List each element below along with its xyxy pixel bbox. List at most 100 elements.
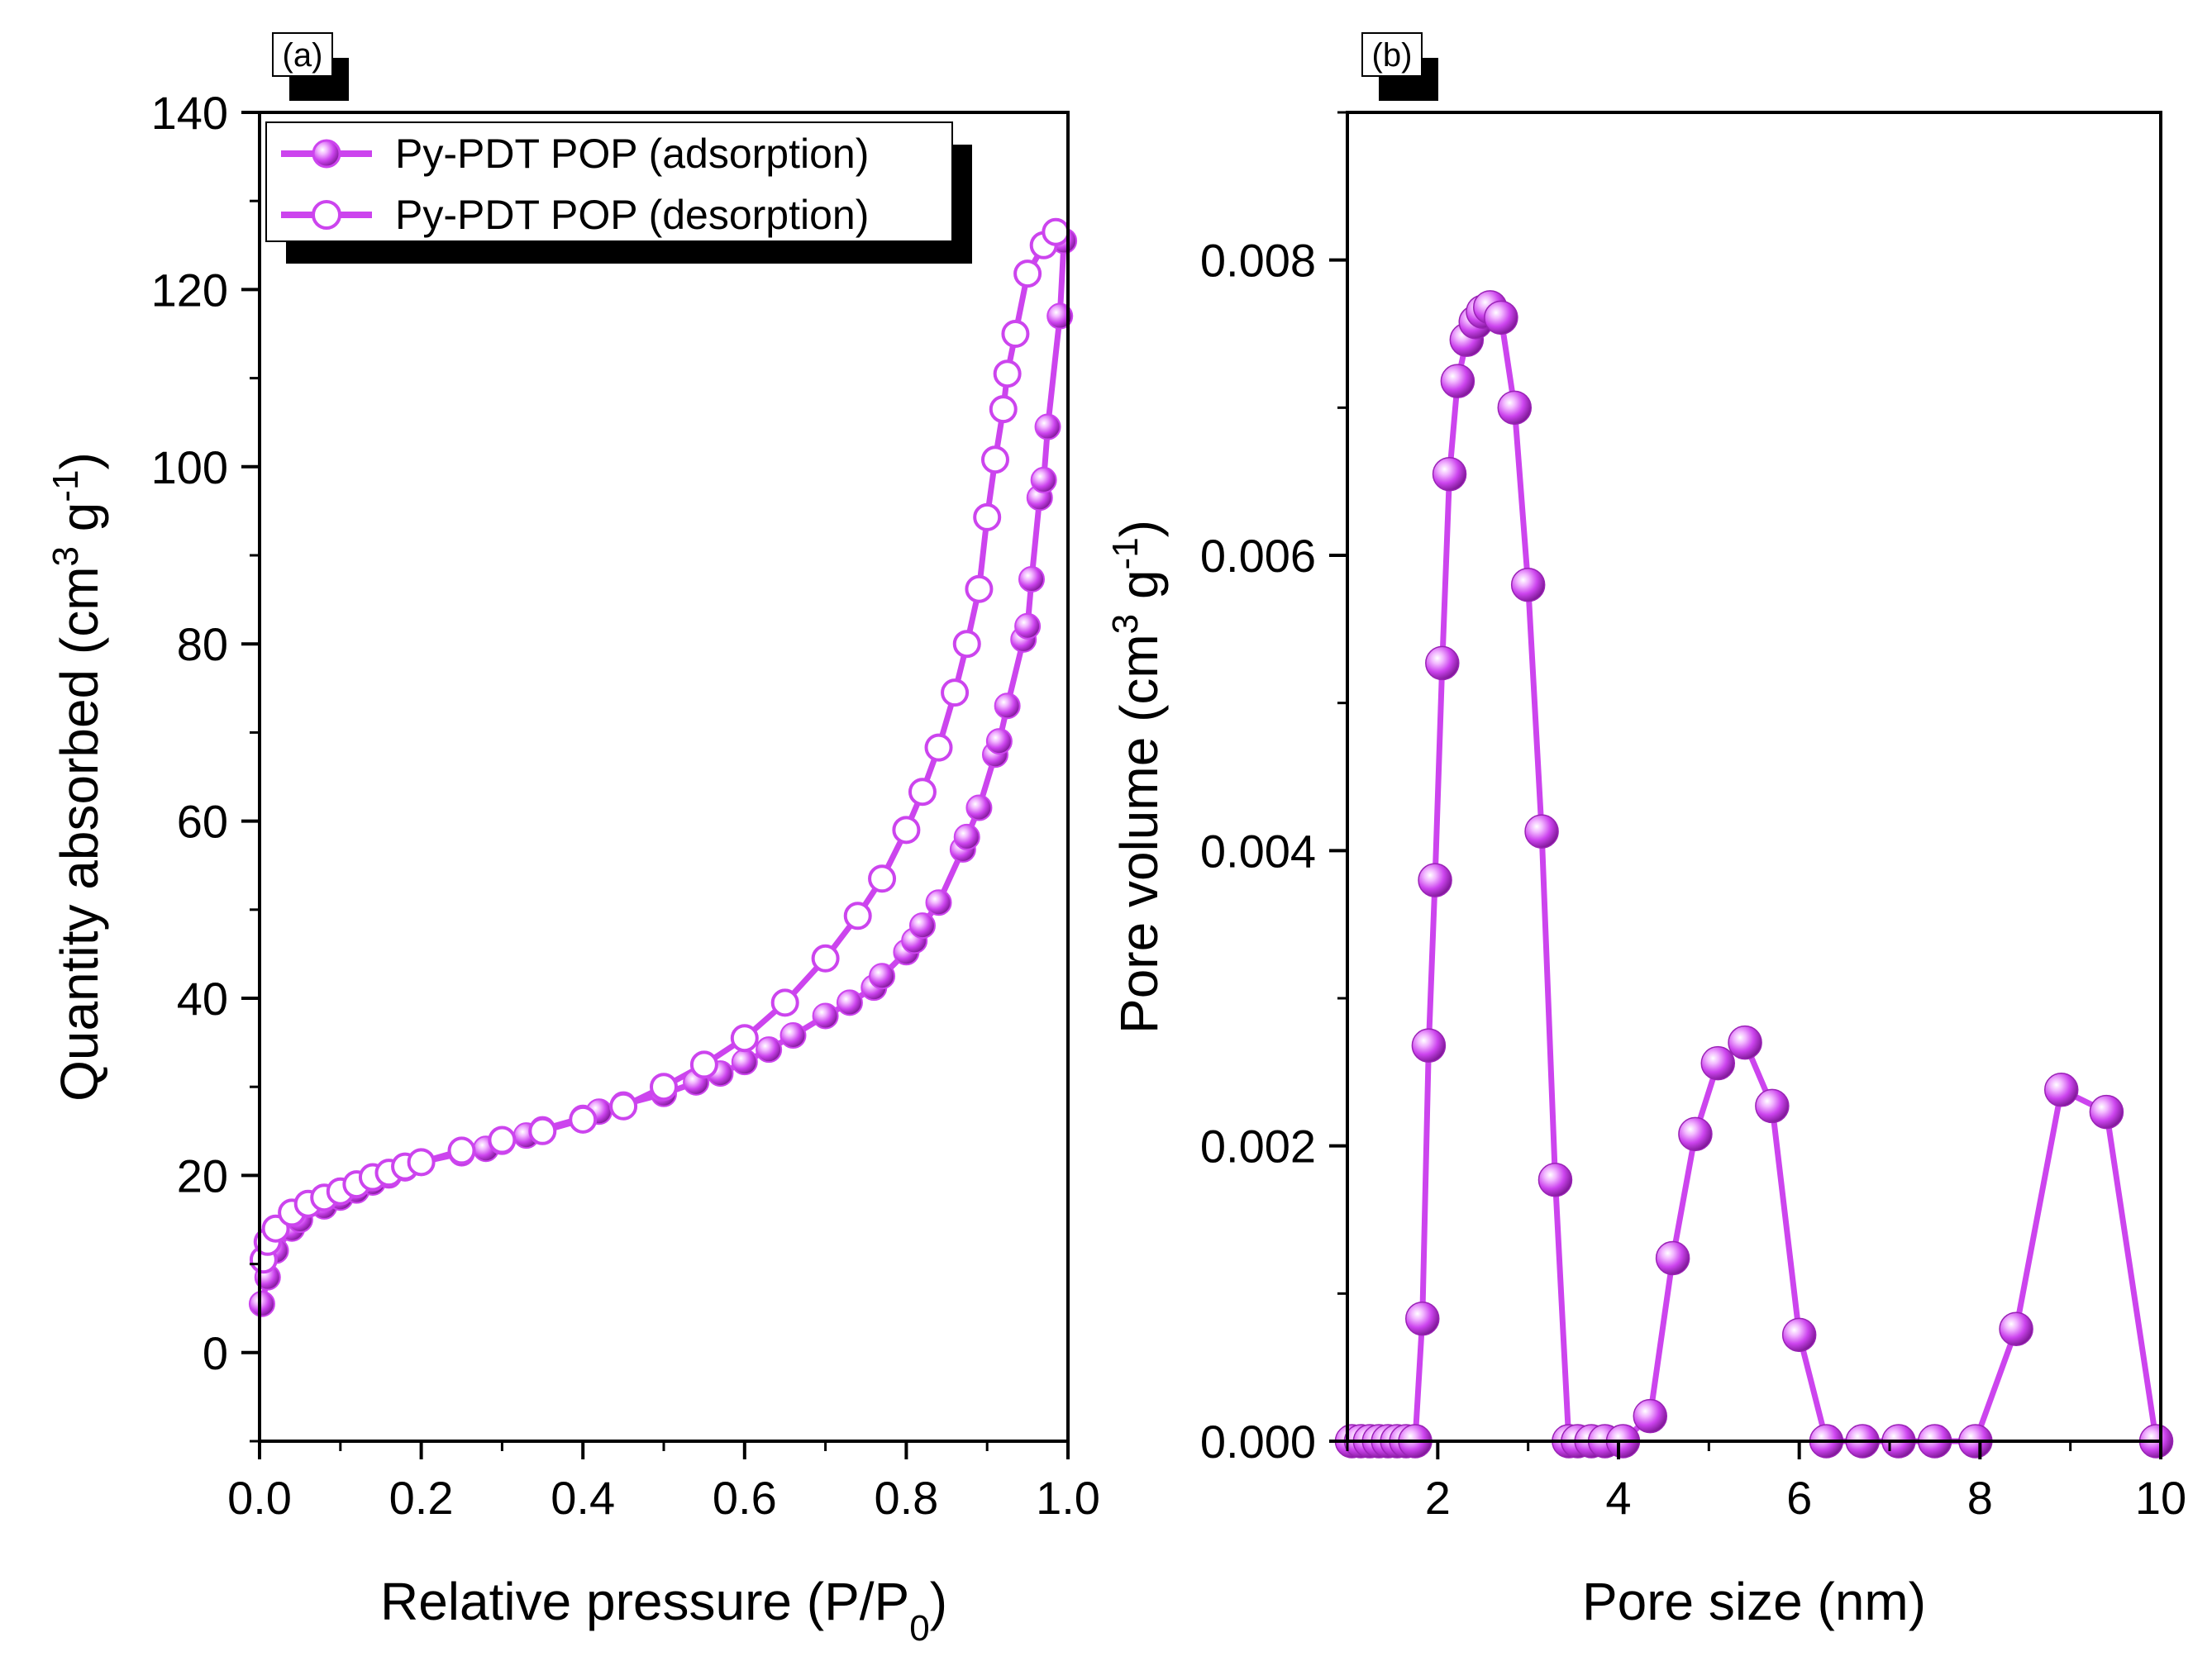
adsorption-point bbox=[985, 728, 1013, 755]
pore-size-point bbox=[2089, 1094, 2124, 1130]
desorption-point bbox=[980, 445, 1009, 474]
desorption-point bbox=[993, 359, 1022, 388]
desorption-point bbox=[1001, 320, 1030, 348]
pore-size-point bbox=[1678, 1116, 1713, 1152]
desorption-point bbox=[843, 902, 872, 930]
adsorption-point bbox=[248, 1290, 275, 1317]
desorption-point bbox=[770, 988, 799, 1017]
panel-b-y-tick-label: 0.004 bbox=[1200, 825, 1316, 877]
panel-b-x-tick-label: 10 bbox=[2135, 1472, 2186, 1524]
desorption-point bbox=[965, 574, 994, 603]
desorption-point bbox=[1042, 217, 1070, 246]
desorption-point bbox=[1013, 259, 1042, 288]
adsorption-point bbox=[1046, 302, 1074, 330]
adsorption-point bbox=[1014, 612, 1042, 640]
legend-box bbox=[265, 121, 953, 242]
desorption-point bbox=[908, 778, 937, 807]
panel-a-series bbox=[248, 217, 1078, 1317]
pore-size-point bbox=[1418, 863, 1452, 897]
panel-b-y-tick-label: 0.008 bbox=[1200, 235, 1316, 287]
panel-b-x-tick-label: 4 bbox=[1605, 1472, 1631, 1524]
desorption-point bbox=[989, 395, 1018, 424]
pore-size-series-line bbox=[1352, 304, 2159, 1444]
desorption-point bbox=[941, 678, 970, 707]
series-line-adsorption bbox=[259, 240, 1067, 1305]
legend-desorption-label: Py-PDT POP (desorption) bbox=[395, 192, 869, 238]
desorption-point bbox=[924, 733, 953, 762]
legend-adsorption-label: Py-PDT POP (adsorption) bbox=[395, 131, 869, 177]
desorption-point bbox=[868, 864, 897, 893]
pore-size-point bbox=[1537, 1163, 1573, 1197]
pore-size-point bbox=[1425, 645, 1460, 681]
desorption-point bbox=[569, 1105, 598, 1134]
panel-a-label: (a) bbox=[283, 37, 323, 74]
panel-b-y-axis-title: Pore volume (cm3 g-1) bbox=[1105, 520, 1170, 1034]
panel-b-y-tick-label: 0.006 bbox=[1200, 530, 1316, 582]
adsorption-point bbox=[994, 692, 1021, 720]
panel-a-label-box bbox=[272, 32, 333, 77]
adsorption-point bbox=[1018, 565, 1045, 593]
desorption-point bbox=[447, 1136, 476, 1165]
panel-a-y-tick-label: 100 bbox=[151, 441, 228, 493]
panel-b-x-tick-label: 2 bbox=[1425, 1472, 1451, 1524]
panel-a-isotherm-chart: (a) 0.0 0.2 0.4 0.6 0.8 1.0 0 20 40 60 80 100 120 140… bbox=[45, 32, 1100, 1649]
panel-a-y-tick-label: 0 bbox=[203, 1327, 228, 1379]
panel-a-y-tick-label: 40 bbox=[177, 973, 228, 1025]
pore-size-point bbox=[1781, 1317, 1817, 1353]
pore-size-point bbox=[1524, 814, 1559, 849]
panel-a-x-tick-label: 1.0 bbox=[1036, 1472, 1100, 1524]
desorption-point bbox=[811, 944, 840, 973]
desorption-point bbox=[528, 1116, 557, 1145]
panel-a-y-tick-label: 120 bbox=[151, 264, 228, 316]
panel-a-plot-frame bbox=[258, 111, 1070, 1443]
desorption-point bbox=[892, 816, 921, 845]
desorption-point bbox=[488, 1126, 517, 1154]
desorption-point bbox=[689, 1050, 718, 1079]
adsorption-point bbox=[756, 1036, 783, 1064]
adsorption-point bbox=[836, 989, 863, 1016]
panel-a-y-axis-title: Quantity absorbed (cm3 g-1) bbox=[45, 452, 110, 1102]
panel-a-y-tick-label: 80 bbox=[177, 618, 228, 670]
panel-a-x-tick-label: 0.6 bbox=[713, 1472, 777, 1524]
panel-a-y-tick-label: 140 bbox=[151, 87, 228, 139]
adsorption-point bbox=[965, 794, 993, 821]
panel-b-pore-size-chart: (b) 2 4 6 8 10 0.000 0.002 0.004 0.006 0.008 Pore… bbox=[1105, 32, 2186, 1631]
pore-size-point bbox=[1700, 1045, 1736, 1081]
adsorption-point bbox=[812, 1002, 839, 1030]
pore-size-point bbox=[1411, 1028, 1447, 1063]
panel-b-ticks: 2 4 6 8 10 0.000 0.002 0.004 0.006 0.008 bbox=[1200, 111, 2186, 1524]
pore-size-point bbox=[1755, 1088, 1790, 1124]
pore-size-point bbox=[1497, 390, 1533, 426]
pore-size-point bbox=[1510, 567, 1546, 602]
pore-size-point bbox=[1440, 364, 1475, 398]
desorption-point bbox=[973, 502, 1002, 531]
panel-b-plot-frame bbox=[1346, 111, 2162, 1443]
panel-b-y-tick-label: 0.000 bbox=[1200, 1416, 1316, 1468]
panel-b-x-tick-label: 8 bbox=[1967, 1472, 1993, 1524]
legend-adsorption-marker bbox=[312, 139, 341, 169]
adsorption-point bbox=[908, 912, 936, 940]
panel-a-x-tick-label: 0.2 bbox=[389, 1472, 454, 1524]
panel-b-y-tick-label: 0.002 bbox=[1200, 1121, 1316, 1173]
pore-size-point bbox=[1404, 1301, 1440, 1336]
panel-a-y-tick-label: 20 bbox=[177, 1149, 228, 1202]
legend-desorption-marker bbox=[312, 200, 341, 230]
adsorption-point bbox=[779, 1022, 807, 1049]
panel-a-x-tick-label: 0.8 bbox=[874, 1472, 938, 1524]
pore-size-point bbox=[1728, 1025, 1762, 1060]
panel-b-x-tick-label: 6 bbox=[1786, 1472, 1812, 1524]
panel-a-x-tick-label: 0.4 bbox=[551, 1472, 615, 1524]
desorption-point bbox=[730, 1024, 759, 1053]
panel-b-label: (b) bbox=[1372, 37, 1413, 74]
panel-b-series bbox=[1334, 290, 2174, 1459]
pore-size-point bbox=[1484, 300, 1518, 336]
adsorption-point bbox=[1034, 413, 1061, 440]
adsorption-point bbox=[953, 823, 980, 850]
panel-b-label-box bbox=[1361, 32, 1423, 77]
panel-a-x-axis-title: Relative pressure (P/P0) bbox=[380, 1572, 947, 1649]
pore-size-point bbox=[1432, 456, 1467, 492]
pore-size-point bbox=[1999, 1311, 2033, 1346]
panel-a-x-tick-label: 0.0 bbox=[227, 1472, 292, 1524]
pore-size-point bbox=[1655, 1240, 1690, 1276]
